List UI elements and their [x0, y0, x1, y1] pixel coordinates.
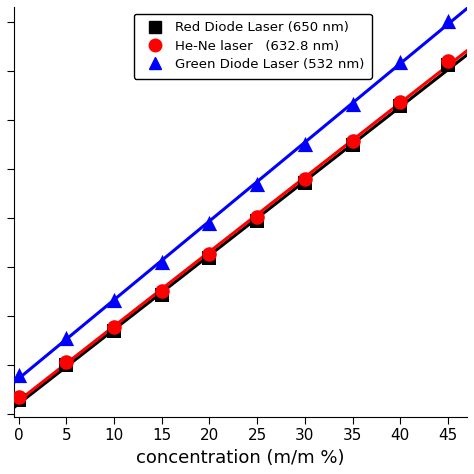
Point [158, 258, 165, 266]
Point [15, 371, 22, 379]
Point [349, 100, 356, 108]
Point [110, 297, 118, 304]
Point [349, 137, 356, 145]
Point [396, 98, 404, 105]
Point [206, 254, 213, 262]
Point [15, 396, 22, 403]
Point [63, 361, 70, 369]
Point [444, 62, 452, 69]
Legend: Red Diode Laser (650 nm), He-Ne laser   (632.8 nm), Green Diode Laser (532 nm): Red Diode Laser (650 nm), He-Ne laser (6… [134, 14, 372, 79]
Point [349, 141, 356, 149]
Point [254, 217, 261, 225]
Point [158, 291, 165, 298]
Point [301, 175, 309, 183]
Point [444, 17, 452, 25]
Point [301, 140, 309, 147]
Point [110, 323, 118, 331]
Point [110, 327, 118, 335]
Point [206, 219, 213, 227]
Point [444, 58, 452, 65]
Point [15, 393, 22, 401]
Point [254, 213, 261, 221]
Point [254, 180, 261, 188]
Point [63, 334, 70, 342]
Point [63, 358, 70, 366]
Point [206, 250, 213, 258]
Point [301, 179, 309, 187]
Point [158, 287, 165, 295]
Point [396, 102, 404, 109]
Point [396, 59, 404, 66]
X-axis label: concentration (m/m %): concentration (m/m %) [136, 449, 345, 467]
